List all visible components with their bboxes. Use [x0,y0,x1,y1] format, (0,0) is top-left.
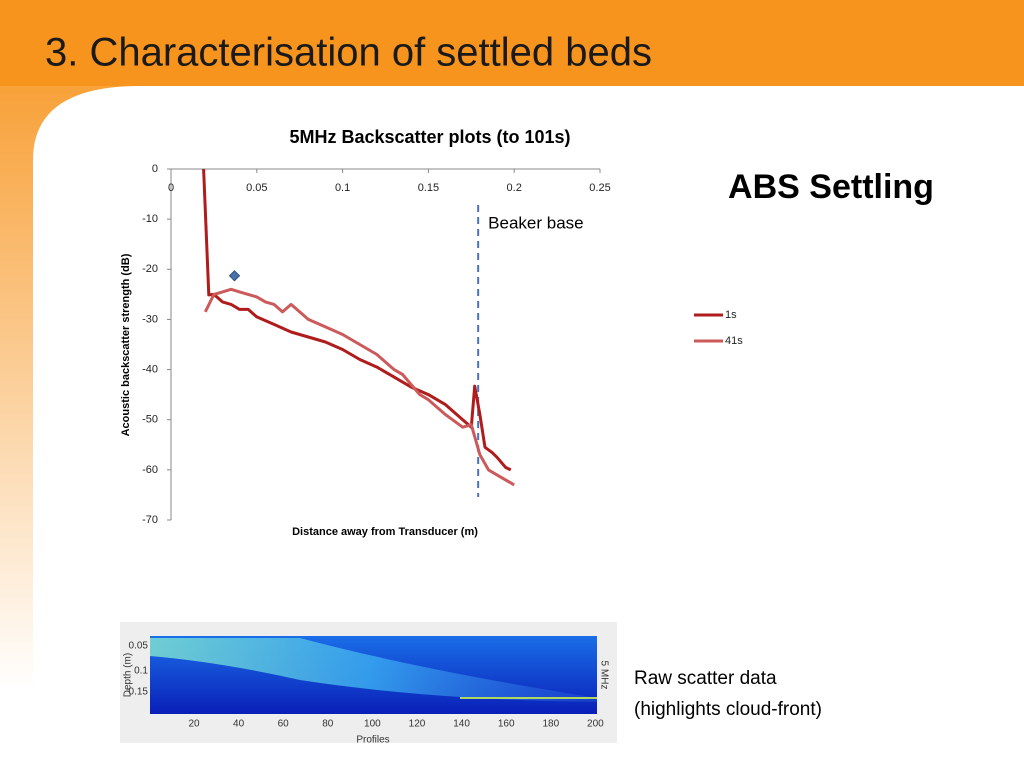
x-tick-label: 0.2 [507,182,522,194]
slide-title: 3. Characterisation of settled beds [45,31,652,75]
y-tick-label: -50 [142,414,158,426]
x-tick-label: 0.05 [246,182,267,194]
y-tick-label: -40 [142,363,158,375]
image-x-tick-label: 60 [278,719,290,730]
x-axis-label: Distance away from Transducer (m) [292,526,478,538]
x-tick-label: 0.1 [335,182,350,194]
cloud-front [150,638,597,702]
y-tick-label: -60 [142,464,158,476]
content-area-foot [0,712,40,768]
image-x-label: Profiles [356,735,389,746]
y-tick-label: 0 [152,163,158,175]
x-tick-label: 0.15 [418,182,439,194]
image-y-tick-label: 0.15 [129,687,149,698]
series-line [202,168,512,472]
point [228,270,241,282]
image-x-tick-label: 120 [409,719,426,730]
image-x-tick-label: 100 [364,719,381,730]
image-ticks: 0.05 0.1 0.15 20 40 60 80 100 120 140 160 180 200 [129,641,605,730]
legend-label: 41s [725,335,743,347]
series-line [203,287,515,487]
caption: Raw scatter data [634,668,777,689]
image-x-tick-label: 140 [453,719,470,730]
image-x-tick-label: 180 [542,719,559,730]
chart: 0 -10 -20 -30 -40 -50 -60 -70 0 0.05 0.1 0.15 0.2 0.2… [142,163,743,526]
image-x-tick-label: 200 [587,719,604,730]
image-side-label: 5 MHz [598,661,609,690]
y-tick-label: -10 [142,213,158,225]
header-band [0,0,1024,86]
slide-heading: ABS Settling [728,168,934,206]
image-x-tick-label: 80 [322,719,334,730]
caption: (highlights cloud-front) [634,699,822,720]
y-axis-label: Acoustic backscatter strength (dB) [120,253,132,436]
x-tick-label: 0.25 [589,182,610,194]
image-x-tick-label: 160 [498,719,515,730]
image-x-tick-label: 20 [188,719,200,730]
annotation-text: Beaker base [488,213,583,232]
y-tick-label: -20 [142,263,158,275]
image-y-label: Depth (m) [123,653,134,697]
y-tick-label: -30 [142,313,158,325]
chart-title: 5MHz Backscatter plots (to 101s) [289,127,570,147]
y-tick-label: -70 [142,514,158,526]
image-y-tick-label: 0.1 [134,666,148,677]
image-x-tick-label: 40 [233,719,245,730]
x-tick-label: 0 [168,182,174,194]
image-y-tick-label: 0.05 [129,641,149,652]
content-area [33,86,1024,768]
legend-label: 1s [725,309,737,321]
